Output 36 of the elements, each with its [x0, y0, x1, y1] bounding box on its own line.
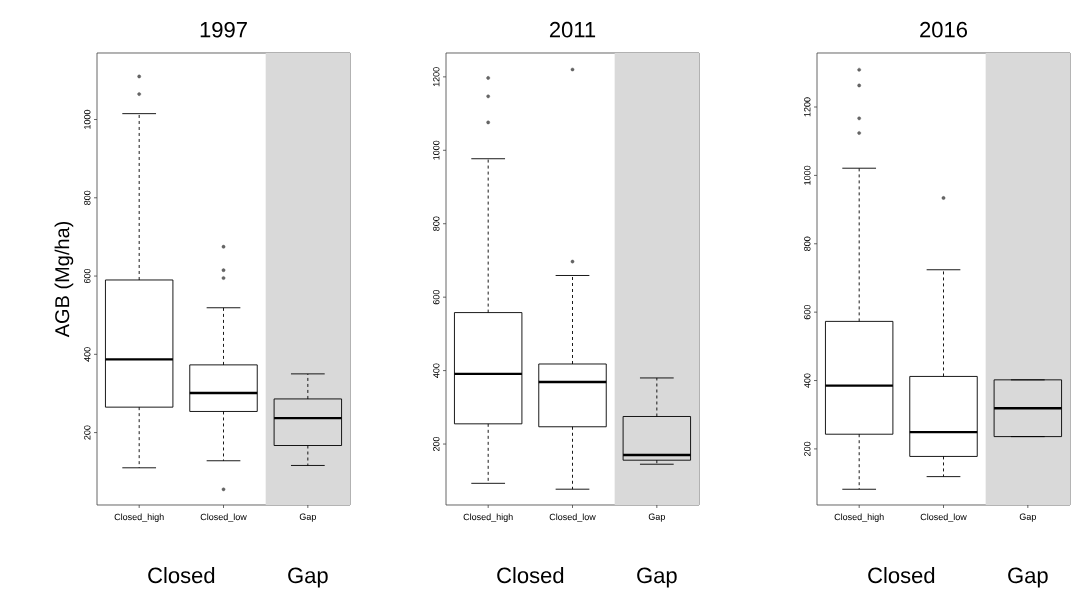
- y-tick-label: 400: [804, 373, 811, 388]
- y-tick-label: 400: [84, 347, 91, 362]
- y-tick-label: 200: [84, 425, 91, 440]
- chart-title: 1997: [200, 21, 247, 38]
- y-tick-label: 800: [804, 236, 811, 251]
- y-tick-label: 1200: [433, 67, 440, 87]
- x-tick-label: Closed_low: [920, 513, 967, 522]
- text: Gap: [288, 567, 328, 588]
- text: Closed: [148, 567, 215, 584]
- text: Closed: [497, 567, 564, 584]
- y-tick-label: 1000: [84, 109, 91, 129]
- x-tick-label: Gap: [299, 513, 316, 522]
- x-tick-label: Closed_low: [549, 513, 596, 522]
- x-tick-label: Closed_high: [834, 513, 884, 522]
- x-tick-label: Gap: [1019, 513, 1036, 522]
- y-tick-label: 800: [84, 190, 91, 205]
- y-tick-label: 800: [433, 216, 440, 231]
- x-tick-label: Closed_high: [114, 513, 164, 522]
- x-tick-label: Closed_low: [200, 513, 247, 522]
- y-tick-label: 200: [433, 436, 440, 452]
- text: Gap: [637, 567, 677, 588]
- y-tick-label: 400: [433, 363, 440, 378]
- text: Gap: [1008, 567, 1048, 588]
- y-tick-label: 600: [433, 290, 440, 305]
- chart-title: 2016: [920, 21, 967, 38]
- y-tick-label: 600: [804, 305, 811, 320]
- chart-title: 2011: [549, 21, 596, 38]
- y-tick-label: 1200: [804, 97, 811, 117]
- text: Closed: [868, 567, 935, 584]
- x-tick-label: Closed_high: [463, 513, 513, 522]
- x-tick-label: Gap: [648, 513, 665, 522]
- y-tick-label: 1000: [433, 140, 440, 160]
- y-tick-label: 1000: [804, 165, 811, 185]
- y-tick-label: 600: [84, 268, 91, 284]
- y-axis-title: AGB (Mg/ha): [54, 221, 74, 338]
- y-tick-label: 200: [804, 441, 811, 456]
